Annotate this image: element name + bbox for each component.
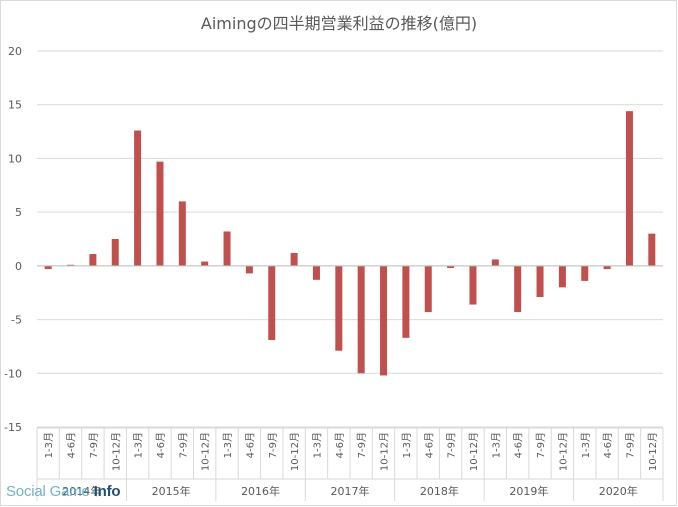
bar	[380, 265, 388, 376]
y-tick-label: 0	[15, 260, 22, 273]
x-tick-label: 1-3月	[222, 432, 234, 458]
x-tick-label: 10-12月	[379, 432, 391, 471]
x-tick-label: 4-6月	[66, 432, 78, 458]
x-tick-label: 1-3月	[490, 432, 502, 458]
year-group-label: 2019年	[509, 484, 548, 498]
bar	[514, 265, 522, 313]
bar	[469, 265, 477, 305]
bar	[290, 252, 298, 266]
bar	[223, 231, 231, 266]
x-tick-label: 7-9月	[535, 432, 547, 458]
bar	[44, 265, 52, 270]
bar	[558, 265, 566, 288]
y-tick-label: 15	[8, 99, 22, 112]
bar	[312, 265, 320, 280]
bar	[111, 239, 119, 266]
bar	[424, 265, 432, 313]
watermark-logo: Social Game Info	[6, 483, 121, 500]
x-tick-label: 4-6月	[513, 432, 525, 458]
x-tick-label: 7-9月	[267, 432, 279, 458]
bar	[603, 265, 611, 270]
bar	[67, 264, 75, 266]
x-tick-label: 4-6月	[334, 432, 346, 458]
x-tick-label: 4-6月	[602, 432, 614, 458]
x-tick-label: 4-6月	[423, 432, 435, 458]
y-tick-label: 20	[8, 45, 22, 58]
year-group-label: 2018年	[420, 484, 459, 498]
x-tick-label: 4-6月	[244, 432, 256, 458]
y-tick-label: 10	[8, 152, 22, 165]
year-group-label: 2020年	[599, 484, 638, 498]
bar	[201, 261, 209, 266]
chart-title: Aimingの四半期営業利益の推移(億円)	[200, 14, 478, 33]
x-tick-label: 7-9月	[356, 432, 368, 458]
x-tick-label: 10-12月	[289, 432, 301, 471]
x-tick-label: 1-3月	[311, 432, 323, 458]
bar	[89, 254, 97, 266]
bar	[581, 265, 589, 281]
bar	[245, 265, 253, 274]
axis-layer: -15 -10 -5 0 5 10 15 20 1-3月 4-6月 7-9月 10-12月 1-3月 4-…	[4, 45, 664, 501]
bar	[156, 161, 164, 266]
x-tick-label: 10-12月	[647, 432, 659, 471]
bar	[491, 259, 499, 266]
y-tick-label: 5	[15, 206, 22, 219]
y-tick-label: -5	[11, 314, 22, 327]
x-tick-label: 1-3月	[401, 432, 413, 458]
year-group-label: 2014年	[62, 484, 101, 498]
bar	[178, 201, 186, 266]
x-tick-label: 7-9月	[624, 432, 636, 458]
x-tick-label: 10-12月	[468, 432, 480, 471]
x-tick-label: 7-9月	[446, 432, 458, 458]
x-tick-label: 4-6月	[155, 432, 167, 458]
bar	[357, 265, 365, 374]
x-tick-label: 10-12月	[200, 432, 212, 471]
bar	[268, 265, 276, 340]
bar	[134, 130, 142, 266]
x-tick-label: 7-9月	[177, 432, 189, 458]
bar	[625, 111, 633, 266]
year-group-label: 2017年	[331, 484, 370, 498]
x-tick-label: 10-12月	[557, 432, 569, 471]
bar	[648, 233, 656, 266]
x-tick-label: 1-3月	[580, 432, 592, 458]
bar	[447, 265, 455, 269]
grid-layer	[37, 50, 663, 428]
y-tick-label: -10	[4, 367, 22, 380]
x-tick-label: 10-12月	[110, 432, 122, 471]
year-group-label: 2015年	[152, 484, 191, 498]
bar	[335, 265, 343, 351]
x-tick-label: 1-3月	[133, 432, 145, 458]
year-group-label: 2016年	[241, 484, 280, 498]
x-tick-label: 7-9月	[88, 432, 100, 458]
bar-layer	[44, 111, 656, 376]
bar	[536, 265, 544, 298]
y-tick-label: -15	[4, 421, 22, 434]
bar	[402, 265, 410, 338]
x-tick-label: 1-3月	[43, 432, 55, 458]
